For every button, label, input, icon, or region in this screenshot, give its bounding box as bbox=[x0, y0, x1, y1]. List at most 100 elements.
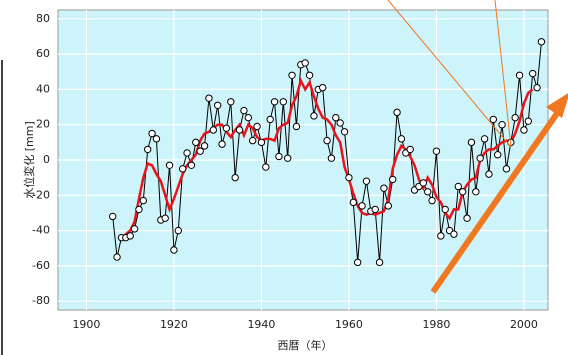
data-point bbox=[161, 214, 169, 222]
data-point bbox=[441, 205, 449, 214]
data-point bbox=[143, 145, 152, 154]
data-point bbox=[292, 122, 301, 131]
data-point bbox=[340, 128, 349, 136]
data-point bbox=[485, 170, 493, 178]
y-tick-label: 0 bbox=[43, 153, 50, 166]
x-tick-label: 1920 bbox=[160, 318, 188, 331]
data-point bbox=[305, 71, 314, 79]
data-point bbox=[213, 101, 222, 109]
data-point bbox=[266, 115, 274, 124]
data-point bbox=[275, 152, 283, 161]
data-point bbox=[253, 122, 261, 131]
data-point bbox=[170, 246, 178, 254]
data-point bbox=[375, 258, 384, 267]
data-point bbox=[196, 147, 204, 155]
data-point bbox=[152, 135, 161, 143]
data-point bbox=[318, 83, 327, 92]
data-point bbox=[362, 177, 371, 185]
data-point bbox=[248, 136, 257, 145]
data-point bbox=[257, 138, 266, 147]
data-point bbox=[235, 126, 244, 134]
data-point bbox=[371, 205, 379, 214]
data-point bbox=[301, 59, 309, 67]
data-point bbox=[336, 119, 344, 127]
annotation-line bbox=[387, 0, 512, 148]
data-point bbox=[108, 212, 117, 221]
data-point bbox=[345, 173, 353, 182]
data-point bbox=[458, 188, 467, 196]
data-point bbox=[472, 188, 480, 196]
y-tick-label: -60 bbox=[32, 259, 50, 272]
data-point bbox=[222, 124, 231, 132]
data-point bbox=[192, 138, 200, 147]
data-point bbox=[332, 113, 340, 122]
data-point bbox=[231, 173, 239, 182]
trend-arrow-head bbox=[546, 93, 568, 118]
data-point bbox=[380, 184, 388, 192]
data-point bbox=[450, 230, 458, 238]
data-point bbox=[262, 163, 270, 171]
annotation-line bbox=[494, 0, 512, 148]
data-point bbox=[397, 135, 406, 143]
data-point bbox=[388, 175, 397, 184]
data-point bbox=[537, 38, 546, 46]
data-point bbox=[428, 196, 436, 205]
data-point bbox=[533, 83, 541, 92]
data-point bbox=[432, 147, 441, 155]
data-point bbox=[349, 198, 358, 207]
trend-arrow bbox=[430, 110, 561, 294]
y-tick-label: 80 bbox=[36, 12, 50, 25]
y-tick-label: -20 bbox=[32, 188, 50, 201]
data-point bbox=[187, 161, 196, 169]
data-point bbox=[463, 214, 471, 222]
data-point bbox=[520, 126, 528, 134]
x-tick-label: 1960 bbox=[335, 318, 363, 331]
y-tick-label: -80 bbox=[32, 294, 50, 307]
marks bbox=[108, 38, 546, 267]
data-point bbox=[200, 142, 209, 150]
data-point bbox=[467, 138, 476, 147]
x-axis-title: 西暦（年） bbox=[278, 338, 333, 352]
x-tick-label: 2000 bbox=[510, 318, 538, 331]
data-point bbox=[126, 232, 134, 240]
data-point bbox=[480, 135, 489, 143]
data-point bbox=[476, 154, 484, 162]
data-point bbox=[423, 188, 432, 196]
data-point bbox=[113, 253, 121, 261]
data-point bbox=[511, 113, 519, 122]
data-point bbox=[419, 179, 428, 187]
data-point bbox=[283, 154, 292, 162]
data-point bbox=[174, 226, 183, 235]
data-point bbox=[209, 126, 218, 134]
data-point bbox=[218, 140, 226, 148]
data-point bbox=[515, 71, 524, 79]
data-point bbox=[358, 202, 366, 210]
data-point bbox=[502, 165, 511, 173]
data-point bbox=[183, 149, 191, 157]
data-point bbox=[454, 182, 463, 191]
y-tick-label: -40 bbox=[32, 224, 50, 237]
data-point bbox=[406, 145, 414, 154]
data-point bbox=[130, 225, 139, 233]
x-tick-label: 1940 bbox=[247, 318, 275, 331]
data-point bbox=[279, 98, 288, 106]
grid bbox=[58, 10, 548, 310]
data-point bbox=[139, 196, 148, 205]
data-point bbox=[323, 136, 331, 145]
data-point bbox=[135, 205, 143, 214]
data-point bbox=[353, 258, 362, 267]
x-tick-label: 1980 bbox=[422, 318, 450, 331]
data-point bbox=[493, 151, 502, 159]
data-point bbox=[393, 108, 401, 117]
y-tick-label: 60 bbox=[36, 47, 50, 60]
data-point bbox=[288, 71, 296, 79]
data-point bbox=[165, 161, 174, 169]
data-point bbox=[437, 232, 445, 240]
x-tick-label: 1900 bbox=[72, 318, 100, 331]
data-point bbox=[240, 106, 248, 115]
data-point bbox=[244, 113, 253, 122]
y-tick-label: 40 bbox=[36, 82, 50, 95]
y-tick-label: 20 bbox=[36, 118, 50, 131]
data-point bbox=[498, 121, 506, 129]
